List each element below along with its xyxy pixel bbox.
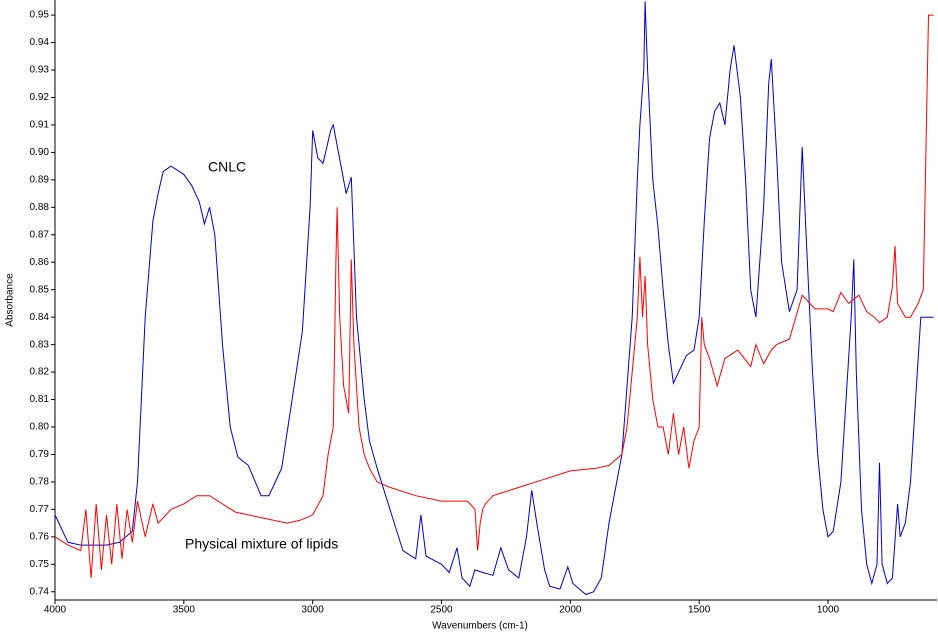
- x-tick-label: 1500: [688, 605, 711, 616]
- x-tick-label: 2000: [559, 605, 582, 616]
- series-label: CNLC: [208, 159, 246, 175]
- y-tick-label: 0.92: [30, 92, 50, 103]
- y-tick-label: 0.74: [30, 586, 50, 597]
- y-tick-label: 0.76: [30, 531, 50, 542]
- y-tick-label: 0.90: [30, 147, 50, 158]
- y-tick-label: 0.86: [30, 257, 50, 268]
- y-tick-label: 0.81: [30, 394, 50, 405]
- y-tick-label: 0.85: [30, 284, 50, 295]
- x-tick-label: 1000: [817, 605, 840, 616]
- y-tick-label: 0.82: [30, 367, 50, 378]
- y-tick-label: 0.94: [30, 37, 50, 48]
- y-tick-label: 0.75: [30, 559, 50, 570]
- x-tick-label: 3500: [173, 605, 196, 616]
- x-tick-label: 3000: [302, 605, 325, 616]
- y-tick-label: 0.89: [30, 175, 50, 186]
- y-tick-label: 0.88: [30, 202, 50, 213]
- y-tick-label: 0.91: [30, 120, 50, 131]
- y-tick-label: 0.80: [30, 422, 50, 433]
- y-tick-label: 0.95: [30, 10, 50, 21]
- spectrum-line: [54, 1, 934, 596]
- y-tick-label: 0.83: [30, 339, 50, 350]
- y-tick-label: 0.84: [30, 312, 50, 323]
- spectrum-line: [54, 14, 934, 579]
- y-tick-label: 0.78: [30, 477, 50, 488]
- y-tick-label: 0.93: [30, 65, 50, 76]
- series-label: Physical mixture of lipids: [185, 536, 338, 552]
- x-axis-label: Wavenumbers (cm-1): [432, 621, 528, 632]
- y-axis-label: Absorbance: [5, 273, 16, 327]
- x-tick-label: 2500: [430, 605, 453, 616]
- y-tick-label: 0.79: [30, 449, 50, 460]
- y-tick-label: 0.77: [30, 504, 50, 515]
- y-tick-label: 0.87: [30, 229, 50, 240]
- x-tick-label: 4000: [44, 605, 67, 616]
